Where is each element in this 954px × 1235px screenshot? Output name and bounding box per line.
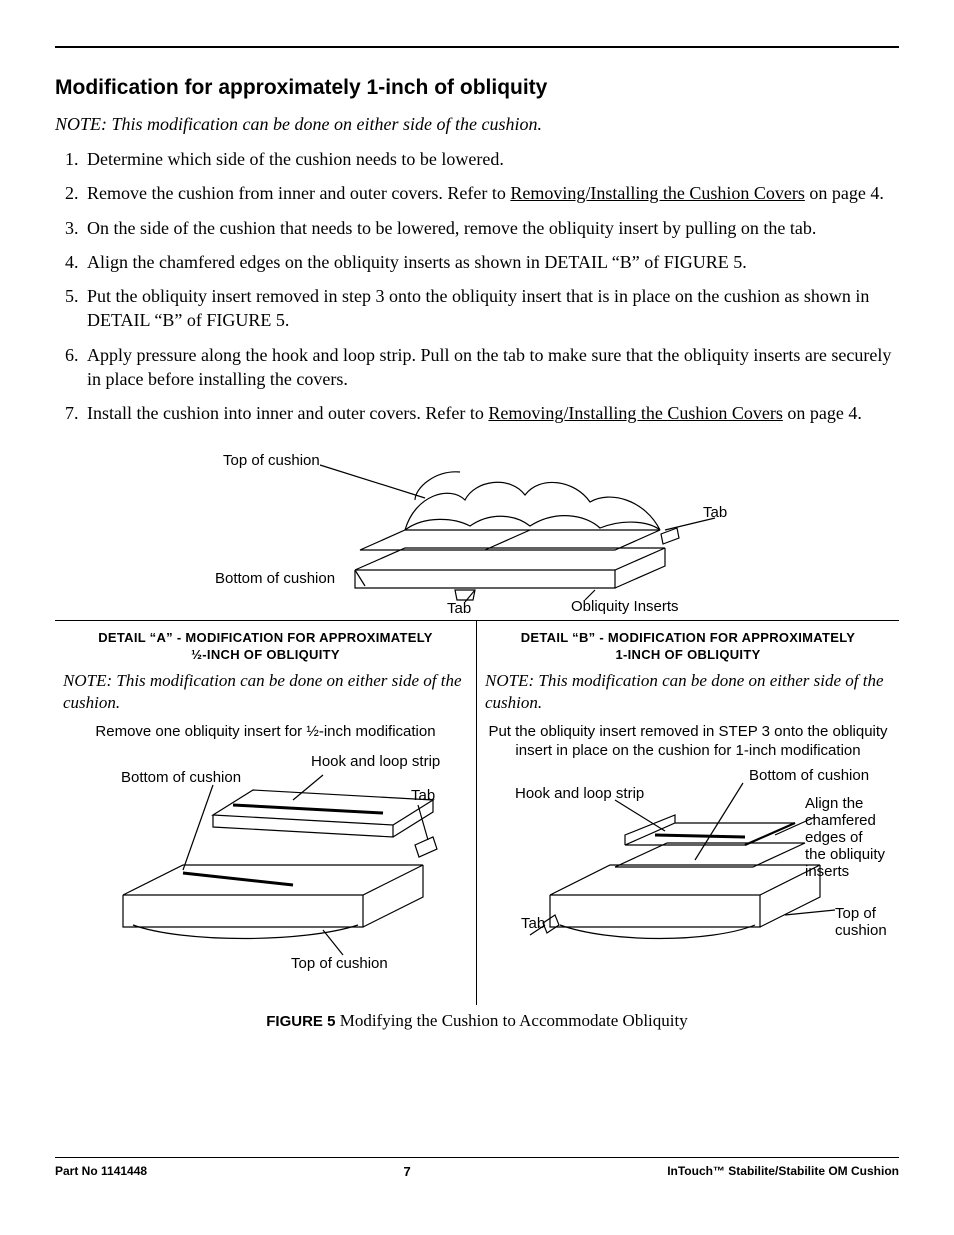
align-l3: the obliquity inserts bbox=[805, 846, 885, 880]
page-footer: Part No 1141448 7 InTouch™ Stabilite/Sta… bbox=[55, 1157, 899, 1179]
step-7-tail: on page 4. bbox=[783, 403, 862, 423]
xref-link[interactable]: Removing/Installing the Cushion Covers bbox=[510, 183, 805, 203]
align-l1: Align the bbox=[805, 795, 863, 812]
step-2-text: Remove the cushion from inner and outer … bbox=[87, 183, 510, 203]
step-6: Apply pressure along the hook and loop s… bbox=[83, 343, 899, 392]
footer-left: Part No 1141448 bbox=[55, 1164, 147, 1179]
detail-b: DETAIL “B” - MODIFICATION FOR APPROXIMAT… bbox=[477, 621, 899, 1005]
detail-b-title: DETAIL “B” - MODIFICATION FOR APPROXIMAT… bbox=[485, 629, 891, 664]
detail-b-note: NOTE: This modification can be done on e… bbox=[485, 670, 891, 714]
detail-b-label-hook: Hook and loop strip bbox=[515, 785, 644, 802]
top-rule bbox=[55, 46, 899, 48]
detail-b-label-top: Top of cushion bbox=[835, 905, 895, 939]
cushion-main-svg bbox=[55, 440, 899, 620]
label-bottom-of-cushion: Bottom of cushion bbox=[215, 570, 335, 587]
detail-b-label-align: Align the chamfered edges of the obliqui… bbox=[805, 795, 915, 880]
figure-caption-bold: FIGURE 5 bbox=[266, 1013, 335, 1030]
label-tab-right: Tab bbox=[703, 504, 727, 521]
xref-link[interactable]: Removing/Installing the Cushion Covers bbox=[488, 403, 783, 423]
top-l2: cushion bbox=[835, 922, 887, 939]
step-4: Align the chamfered edges on the obliqui… bbox=[83, 250, 899, 274]
main-diagram: Top of cushion Bottom of cushion Tab Tab… bbox=[55, 440, 899, 620]
align-l2: chamfered edges of bbox=[805, 812, 876, 846]
detail-a-title-l2: ½-INCH OF OBLIQUITY bbox=[191, 647, 340, 662]
details-row: DETAIL “A” - MODIFICATION FOR APPROXIMAT… bbox=[55, 620, 899, 1005]
detail-a-title: DETAIL “A” - MODIFICATION FOR APPROXIMAT… bbox=[63, 629, 468, 664]
step-1: Determine which side of the cushion need… bbox=[83, 147, 899, 171]
detail-b-instr: Put the obliquity insert removed in STEP… bbox=[485, 722, 891, 761]
step-2: Remove the cushion from inner and outer … bbox=[83, 181, 899, 205]
top-l1: Top of bbox=[835, 905, 876, 922]
detail-a: DETAIL “A” - MODIFICATION FOR APPROXIMAT… bbox=[55, 621, 477, 1005]
figure-5: Top of cushion Bottom of cushion Tab Tab… bbox=[55, 440, 899, 1031]
detail-a-label-top: Top of cushion bbox=[291, 955, 388, 972]
detail-b-label-tab: Tab bbox=[521, 915, 545, 932]
step-5: Put the obliquity insert removed in step… bbox=[83, 284, 899, 333]
label-tab-bottom: Tab bbox=[447, 600, 471, 617]
note-top: NOTE: This modification can be done on e… bbox=[55, 114, 899, 135]
detail-a-instr: Remove one obliquity insert for ½-inch m… bbox=[63, 722, 468, 742]
detail-a-label-hook: Hook and loop strip bbox=[311, 753, 440, 770]
detail-b-label-bottom: Bottom of cushion bbox=[749, 767, 869, 784]
detail-b-diagram: Hook and loop strip Bottom of cushion Al… bbox=[485, 765, 891, 1005]
footer-page-number: 7 bbox=[404, 1164, 411, 1179]
label-top-of-cushion: Top of cushion bbox=[223, 452, 320, 469]
detail-a-label-tab: Tab bbox=[411, 787, 435, 804]
figure-caption: FIGURE 5 Modifying the Cushion to Accomm… bbox=[55, 1011, 899, 1031]
detail-a-note: NOTE: This modification can be done on e… bbox=[63, 670, 468, 714]
label-obliquity-inserts: Obliquity Inserts bbox=[571, 598, 679, 615]
page: Modification for approximately 1-inch of… bbox=[0, 0, 954, 1235]
step-2-tail: on page 4. bbox=[805, 183, 884, 203]
detail-b-title-l2: 1-INCH OF OBLIQUITY bbox=[615, 647, 760, 662]
detail-b-title-l1: DETAIL “B” - MODIFICATION FOR APPROXIMAT… bbox=[521, 630, 856, 645]
step-7-text: Install the cushion into inner and outer… bbox=[87, 403, 488, 423]
detail-a-label-bottom: Bottom of cushion bbox=[121, 769, 241, 786]
instruction-list: Determine which side of the cushion need… bbox=[55, 147, 899, 426]
step-3: On the side of the cushion that needs to… bbox=[83, 216, 899, 240]
detail-a-title-l1: DETAIL “A” - MODIFICATION FOR APPROXIMAT… bbox=[98, 630, 433, 645]
step-7: Install the cushion into inner and outer… bbox=[83, 401, 899, 425]
section-heading: Modification for approximately 1-inch of… bbox=[55, 76, 899, 100]
detail-a-diagram: Bottom of cushion Hook and loop strip Ta… bbox=[63, 745, 468, 985]
figure-caption-rest: Modifying the Cushion to Accommodate Obl… bbox=[335, 1011, 687, 1030]
footer-right: InTouch™ Stabilite/Stabilite OM Cushion bbox=[667, 1164, 899, 1179]
